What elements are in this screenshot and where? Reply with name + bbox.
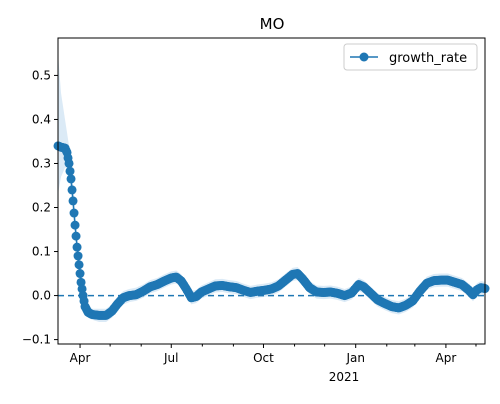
x-tick-label: Oct	[253, 351, 274, 365]
y-tick-label: 0.1	[32, 245, 51, 259]
data-point-marker	[74, 260, 84, 270]
data-point-marker	[75, 269, 85, 279]
data-point-marker	[67, 185, 77, 195]
legend-marker-sample	[359, 52, 369, 62]
x-axis-year-label: 2021	[329, 370, 360, 384]
data-point-marker	[65, 166, 75, 176]
data-point-marker	[71, 231, 81, 241]
data-point-marker	[72, 242, 82, 252]
chart-title: MO	[260, 15, 285, 33]
y-tick-label: 0.2	[32, 201, 51, 215]
legend-box	[343, 43, 478, 71]
x-axis: Apr Jul Oct Jan Apr	[70, 344, 477, 365]
data-point-marker	[66, 174, 76, 184]
y-tick-label: −0.1	[22, 333, 51, 347]
x-tick-label: Apr	[70, 351, 91, 365]
series-layer	[53, 141, 490, 320]
x-tick-label: Jan	[345, 351, 365, 365]
legend: growth_rate	[343, 43, 478, 71]
data-point-marker	[69, 208, 79, 218]
y-tick-label: 0.5	[32, 68, 51, 82]
data-point-marker	[76, 277, 86, 287]
plot-area-frame	[57, 37, 486, 345]
data-point-marker	[64, 158, 74, 168]
legend-label: growth_rate	[389, 51, 467, 66]
y-tick-label: 0.4	[32, 112, 51, 126]
data-point-marker	[77, 284, 87, 294]
y-tick-label: 0.3	[32, 156, 51, 170]
data-point-marker	[68, 196, 78, 206]
x-tick-label: Apr	[436, 351, 457, 365]
data-point-marker	[73, 251, 83, 261]
y-tick-label: 0.0	[32, 289, 51, 303]
y-axis: −0.1 0.0 0.1 0.2 0.3 0.4 0.5	[22, 68, 58, 347]
data-point-marker	[70, 220, 80, 230]
x-tick-label: Jul	[163, 351, 178, 365]
